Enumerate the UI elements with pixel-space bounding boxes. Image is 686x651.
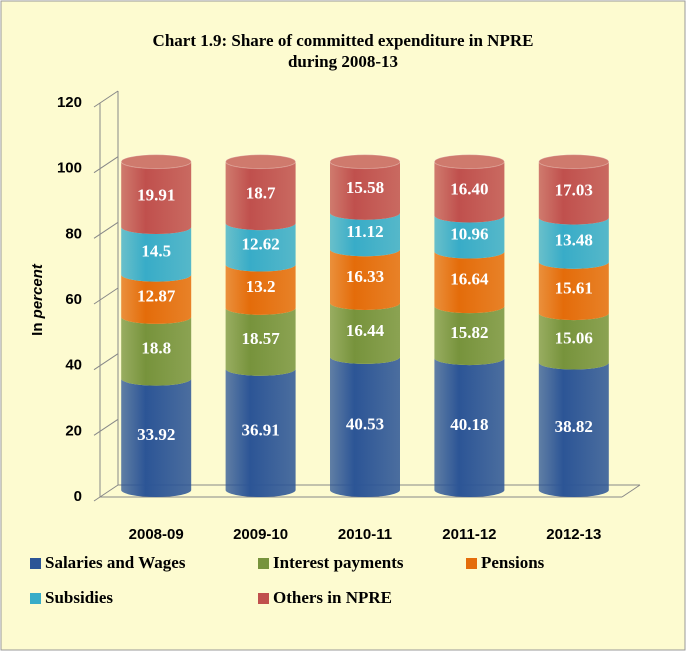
bar-segment [121, 227, 192, 282]
data-label: 12.87 [137, 287, 176, 306]
data-label: 18.57 [241, 329, 280, 348]
data-label: 11.12 [346, 222, 383, 241]
data-label: 18.8 [141, 339, 171, 358]
tick-mark [93, 418, 119, 436]
data-label: 15.58 [346, 178, 384, 197]
bar-segment [121, 378, 192, 497]
legend-swatch [466, 558, 477, 569]
bar-cap [329, 154, 401, 170]
data-label: 33.92 [137, 425, 175, 444]
data-label: 38.82 [555, 417, 593, 436]
y-tick-label: 100 [57, 160, 82, 177]
x-tick-label: 2010-11 [338, 526, 392, 543]
bar-segment [121, 161, 192, 235]
data-label: 40.18 [450, 415, 488, 434]
bar-segment [434, 161, 505, 223]
bar-segment [225, 161, 296, 231]
y-tick-label: 80 [65, 225, 82, 242]
data-label: 16.64 [450, 270, 489, 289]
tick-mark [93, 156, 119, 174]
chart-title: Chart 1.9: Share of committed expenditur… [153, 31, 534, 50]
tick-mark [93, 353, 119, 371]
y-tick-label: 120 [57, 94, 82, 111]
data-label: 12.62 [241, 235, 279, 254]
data-label: 15.06 [555, 329, 593, 348]
legend-label: Salaries and Wages [45, 553, 186, 572]
bar-cap [120, 154, 192, 170]
data-label: 16.44 [346, 321, 385, 340]
bar-segment [121, 316, 192, 386]
legend-label: Interest payments [273, 553, 404, 572]
data-label: 13.48 [555, 231, 593, 250]
y-axis-label-emphasis: percent [29, 263, 46, 319]
tick-mark [93, 484, 119, 502]
bar-cap [433, 154, 505, 170]
data-label: 18.7 [246, 183, 276, 202]
bar-segment [538, 161, 609, 225]
bar-segment [538, 313, 609, 370]
bar-segment [330, 161, 400, 220]
chart-title: during 2008-13 [288, 52, 398, 71]
bar-segment [225, 307, 296, 376]
data-label: 19.91 [137, 185, 175, 204]
data-label: 10.96 [450, 224, 488, 243]
legend-label: Pensions [481, 553, 545, 572]
data-label: 17.03 [555, 181, 593, 200]
legend-label: Others in NPRE [273, 588, 392, 607]
x-tick-label: 2012-13 [546, 526, 601, 543]
bar-segment [538, 362, 609, 497]
x-tick-label: 2008-09 [129, 526, 184, 543]
bar-segment [434, 358, 505, 497]
bar-cap [225, 154, 297, 170]
legend-swatch [258, 558, 269, 569]
y-axis-label: In percent [29, 263, 46, 336]
bar-segment [330, 356, 400, 497]
bar-segment [225, 264, 296, 315]
bar-segment [434, 306, 505, 366]
bar-segment [434, 215, 505, 259]
data-label: 40.53 [346, 414, 384, 433]
data-label: 15.61 [555, 278, 593, 297]
bar-cap [538, 154, 610, 170]
x-tick-label: 2011-12 [442, 526, 496, 543]
legend-swatch [258, 593, 269, 604]
y-tick-label: 40 [65, 357, 82, 374]
bar-segment [330, 302, 400, 364]
x-tick-label: 2009-10 [233, 526, 288, 543]
bar-segment [538, 217, 609, 269]
y-tick-label: 60 [65, 291, 82, 308]
tick-mark [93, 90, 119, 108]
legend-swatch [30, 593, 41, 604]
bar-segment [434, 251, 505, 314]
legend-label: Subsidies [45, 588, 113, 607]
bar-segment [330, 249, 400, 310]
bar-segment [538, 261, 609, 321]
data-label: 16.33 [346, 267, 384, 286]
tick-mark [93, 287, 119, 305]
bar-segment [121, 274, 192, 324]
data-label: 13.2 [246, 277, 276, 296]
bar-segment [225, 368, 296, 497]
data-label: 15.82 [450, 323, 488, 342]
bar-segment [330, 212, 400, 257]
y-tick-label: 20 [65, 422, 82, 439]
y-axis-label-text: In [29, 323, 46, 336]
data-label: 16.40 [450, 179, 488, 198]
y-tick-label: 0 [74, 488, 82, 505]
tick-mark [93, 221, 119, 239]
legend-swatch [30, 558, 41, 569]
axis-line [621, 484, 641, 498]
data-label: 14.5 [141, 242, 171, 261]
data-label: 36.91 [241, 420, 279, 439]
bar-segment [225, 223, 296, 272]
